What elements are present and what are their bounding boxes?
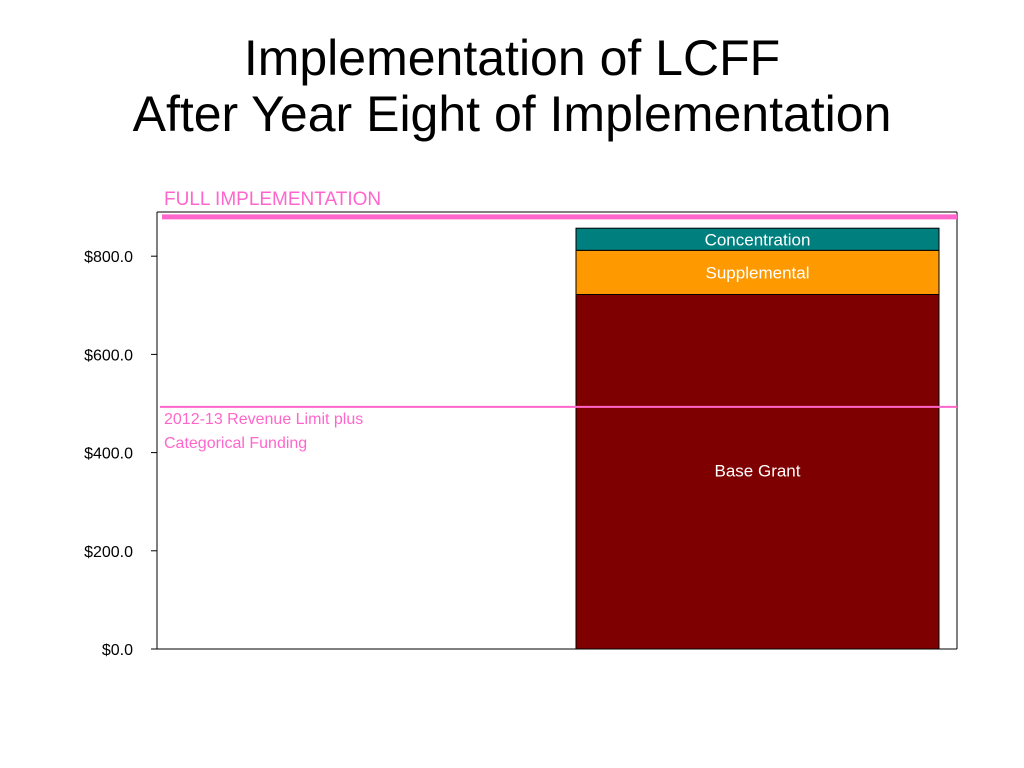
y-tick-label: $200.0 bbox=[84, 544, 133, 561]
bar-segment-supplemental bbox=[575, 249, 940, 295]
revenue-limit-label: Categorical Funding bbox=[164, 435, 307, 452]
title-line-1: Implementation of LCFF bbox=[243, 30, 781, 86]
y-tick-label: $400.0 bbox=[84, 446, 133, 463]
bar-segment-base-grant bbox=[575, 293, 940, 650]
slide-title: Implementation of LCFF After Year Eight … bbox=[0, 30, 1024, 142]
bar-segment-concentration bbox=[575, 227, 940, 251]
full-implementation-label: FULL IMPLEMENTATION bbox=[164, 189, 381, 210]
bar-label-supplemental: Supplemental bbox=[706, 263, 810, 282]
bar-label-base-grant: Base Grant bbox=[715, 462, 801, 481]
y-tick-label: $0.0 bbox=[102, 642, 133, 659]
bar-label-concentration: Concentration bbox=[705, 230, 811, 249]
title-line-2: After Year Eight of Implementation bbox=[132, 86, 892, 142]
revenue-limit-label: 2012-13 Revenue Limit plus bbox=[164, 411, 363, 428]
y-tick-label: $600.0 bbox=[84, 347, 133, 364]
y-tick-label: $800.0 bbox=[84, 249, 133, 266]
